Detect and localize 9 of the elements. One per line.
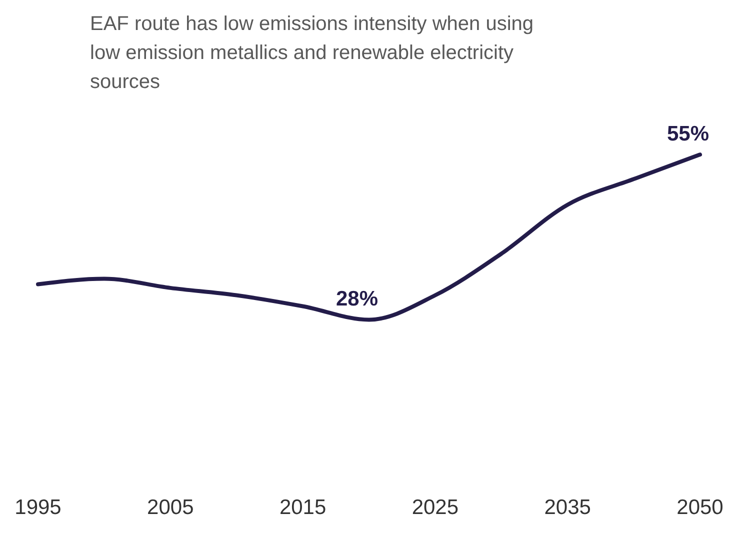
chart-title: EAF route has low emissions intensity when using low emission metallics and renewable electricity sources xyxy=(90,12,535,95)
x-tick-label: 2035 xyxy=(544,496,591,519)
x-tick-label: 2025 xyxy=(412,496,459,519)
x-tick-label: 2005 xyxy=(147,496,194,519)
x-tick-label: 1995 xyxy=(14,496,62,519)
x-tick-label: 2050 xyxy=(676,496,724,519)
data-label: 55% xyxy=(666,122,710,146)
x-tick-label: 2015 xyxy=(279,496,326,519)
data-label: 28% xyxy=(336,288,378,311)
